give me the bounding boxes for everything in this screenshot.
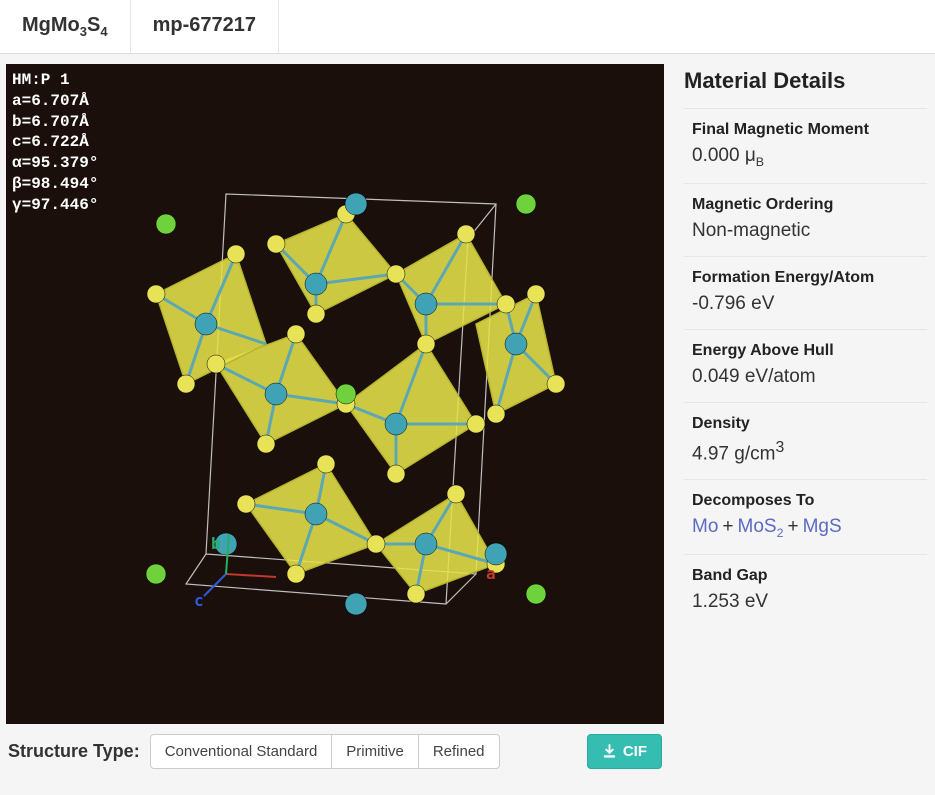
prop-label: Final Magnetic Moment bbox=[692, 121, 927, 139]
structure-type-btn-conventional-standard[interactable]: Conventional Standard bbox=[150, 734, 333, 769]
prop-label: Formation Energy/Atom bbox=[692, 269, 927, 287]
prop-value: 4.97 g/cm3 bbox=[692, 439, 927, 465]
prop-band-gap: Band Gap 1.253 eV bbox=[684, 554, 927, 627]
structure-type-buttons: Conventional StandardPrimitiveRefined bbox=[150, 734, 500, 769]
prop-final-magnetic-moment: Final Magnetic Moment 0.000 μB bbox=[684, 108, 927, 183]
prop-value: Non-magnetic bbox=[692, 220, 927, 242]
viewer-controls: Structure Type: Conventional StandardPri… bbox=[6, 724, 664, 771]
prop-value: Mo+MoS2+MgS bbox=[692, 516, 927, 540]
structure-viewer[interactable]: HM:P 1 a=6.707Å b=6.707Å c=6.722Å α=95.3… bbox=[6, 64, 664, 724]
decompose-link[interactable]: MgS bbox=[803, 516, 842, 537]
prop-decomposes-to: Decomposes To Mo+MoS2+MgS bbox=[684, 479, 927, 554]
prop-energy-above-hull: Energy Above Hull 0.049 eV/atom bbox=[684, 329, 927, 402]
prop-value: 0.000 μB bbox=[692, 145, 927, 169]
prop-label: Band Gap bbox=[692, 567, 927, 585]
structure-type-btn-primitive[interactable]: Primitive bbox=[332, 734, 419, 769]
main-area: HM:P 1 a=6.707Å b=6.707Å c=6.722Å α=95.3… bbox=[0, 54, 935, 795]
crystal-render: a b c bbox=[96, 144, 596, 664]
material-details-panel: Material Details Final Magnetic Moment 0.… bbox=[670, 54, 935, 795]
page-header: MgMo3S4 mp-677217 bbox=[0, 0, 935, 54]
formula-cell[interactable]: MgMo3S4 bbox=[0, 0, 131, 53]
details-properties-list: Final Magnetic Moment 0.000 μB Magnetic Or… bbox=[684, 108, 927, 627]
structure-type-btn-refined[interactable]: Refined bbox=[419, 734, 500, 769]
prop-label: Energy Above Hull bbox=[692, 342, 927, 360]
details-title: Material Details bbox=[684, 68, 927, 94]
svg-text:c: c bbox=[194, 591, 204, 610]
prop-value: 0.049 eV/atom bbox=[692, 366, 927, 388]
svg-text:b: b bbox=[211, 534, 221, 553]
lattice-params-text: HM:P 1 a=6.707Å b=6.707Å c=6.722Å α=95.3… bbox=[12, 70, 98, 216]
prop-value: 1.253 eV bbox=[692, 591, 927, 613]
cif-button-label: CIF bbox=[623, 743, 647, 760]
download-icon bbox=[602, 744, 617, 759]
prop-label: Density bbox=[692, 415, 927, 433]
download-cif-button[interactable]: CIF bbox=[587, 734, 662, 769]
prop-label: Magnetic Ordering bbox=[692, 196, 927, 214]
structure-type-label: Structure Type: bbox=[8, 741, 140, 762]
mp-id-cell[interactable]: mp-677217 bbox=[131, 0, 279, 53]
prop-magnetic-ordering: Magnetic Ordering Non-magnetic bbox=[684, 183, 927, 256]
prop-density: Density 4.97 g/cm3 bbox=[684, 402, 927, 479]
prop-value: -0.796 eV bbox=[692, 293, 927, 315]
prop-formation-energy-atom: Formation Energy/Atom -0.796 eV bbox=[684, 256, 927, 329]
decompose-link[interactable]: Mo bbox=[692, 516, 718, 537]
prop-label: Decomposes To bbox=[692, 492, 927, 510]
decompose-link[interactable]: MoS2 bbox=[738, 516, 784, 537]
viewer-column: HM:P 1 a=6.707Å b=6.707Å c=6.722Å α=95.3… bbox=[0, 54, 670, 795]
svg-text:a: a bbox=[486, 564, 496, 583]
